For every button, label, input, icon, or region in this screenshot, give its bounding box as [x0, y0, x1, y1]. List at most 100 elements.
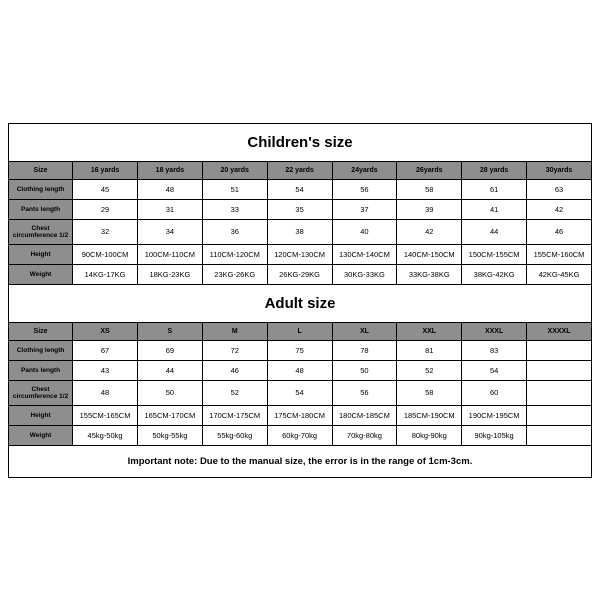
table-row: Chest circumference 1/2 32 34 36 38 40 4…: [9, 219, 592, 244]
row-label: Chest circumference 1/2: [9, 380, 73, 405]
cell: 61: [462, 179, 527, 199]
cell: 120CM-130CM: [267, 244, 332, 264]
cell: 110CM-120CM: [202, 244, 267, 264]
cell: 180CM-185CM: [332, 405, 397, 425]
row-label: Height: [9, 244, 73, 264]
cell: [527, 360, 592, 380]
row-label: Clothing length: [9, 340, 73, 360]
cell: [527, 405, 592, 425]
table-row: Weight 45kg-50kg 50kg-55kg 55kg-60kg 60k…: [9, 425, 592, 445]
adult-header-label: Size: [9, 322, 73, 340]
cell: 60: [462, 380, 527, 405]
note-row: Important note: Due to the manual size, …: [9, 445, 592, 477]
children-size-table: Children's size Size 16 yards 18 yards 2…: [8, 123, 592, 478]
cell: 81: [397, 340, 462, 360]
cell: 45: [73, 179, 138, 199]
table-row: Chest circumference 1/2 48 50 52 54 56 5…: [9, 380, 592, 405]
cell: 32: [73, 219, 138, 244]
cell: 130CM-140CM: [332, 244, 397, 264]
row-label: Pants length: [9, 199, 73, 219]
cell: 90CM-100CM: [73, 244, 138, 264]
cell: 69: [137, 340, 202, 360]
cell: 50: [332, 360, 397, 380]
cell: 44: [462, 219, 527, 244]
adult-size-col: XXXL: [462, 322, 527, 340]
adult-size-col: S: [137, 322, 202, 340]
cell: 40: [332, 219, 397, 244]
cell: 75: [267, 340, 332, 360]
adult-size-col: XXL: [397, 322, 462, 340]
cell: 90kg-105kg: [462, 425, 527, 445]
cell: 45kg-50kg: [73, 425, 138, 445]
cell: 51: [202, 179, 267, 199]
children-title-row: Children's size: [9, 123, 592, 161]
adult-title: Adult size: [9, 284, 592, 322]
cell: 170CM-175CM: [202, 405, 267, 425]
adult-size-col: XS: [73, 322, 138, 340]
cell: 38KG-42KG: [462, 264, 527, 284]
cell: 42KG-45KG: [527, 264, 592, 284]
children-size-col: 30yards: [527, 161, 592, 179]
cell: 83: [462, 340, 527, 360]
row-label: Chest circumference 1/2: [9, 219, 73, 244]
cell: 56: [332, 380, 397, 405]
cell: 33: [202, 199, 267, 219]
cell: 54: [462, 360, 527, 380]
table-row: Pants length 29 31 33 35 37 39 41 42: [9, 199, 592, 219]
table-row: Pants length 43 44 46 48 50 52 54: [9, 360, 592, 380]
cell: 35: [267, 199, 332, 219]
cell: 14KG-17KG: [73, 264, 138, 284]
adult-title-row: Adult size: [9, 284, 592, 322]
children-header-row: Size 16 yards 18 yards 20 yards 22 yards…: [9, 161, 592, 179]
table-row: Clothing length 67 69 72 75 78 81 83: [9, 340, 592, 360]
cell: 165CM-170CM: [137, 405, 202, 425]
cell: 52: [202, 380, 267, 405]
cell: 58: [397, 380, 462, 405]
cell: 46: [202, 360, 267, 380]
cell: 78: [332, 340, 397, 360]
row-label: Clothing length: [9, 179, 73, 199]
cell: 55kg-60kg: [202, 425, 267, 445]
cell: 72: [202, 340, 267, 360]
cell: 37: [332, 199, 397, 219]
cell: 54: [267, 179, 332, 199]
cell: [527, 425, 592, 445]
cell: 80kg-90kg: [397, 425, 462, 445]
row-label: Weight: [9, 425, 73, 445]
cell: 150CM-155CM: [462, 244, 527, 264]
children-header-label: Size: [9, 161, 73, 179]
cell: 155CM-165CM: [73, 405, 138, 425]
cell: 100CM-110CM: [137, 244, 202, 264]
adult-size-col: XL: [332, 322, 397, 340]
children-size-col: 22 yards: [267, 161, 332, 179]
cell: [527, 380, 592, 405]
cell: 41: [462, 199, 527, 219]
children-size-col: 16 yards: [73, 161, 138, 179]
cell: 48: [267, 360, 332, 380]
table-row: Weight 14KG-17KG 18KG-23KG 23KG-26KG 26K…: [9, 264, 592, 284]
cell: 50: [137, 380, 202, 405]
cell: 48: [137, 179, 202, 199]
cell: 155CM-160CM: [527, 244, 592, 264]
cell: 30KG-33KG: [332, 264, 397, 284]
cell: 23KG-26KG: [202, 264, 267, 284]
cell: 58: [397, 179, 462, 199]
cell: 48: [73, 380, 138, 405]
cell: 175CM-180CM: [267, 405, 332, 425]
size-chart-wrapper: Children's size Size 16 yards 18 yards 2…: [0, 0, 600, 600]
row-label: Weight: [9, 264, 73, 284]
cell: 46: [527, 219, 592, 244]
cell: 29: [73, 199, 138, 219]
children-size-col: 20 yards: [202, 161, 267, 179]
children-title: Children's size: [9, 123, 592, 161]
children-size-col: 26yards: [397, 161, 462, 179]
children-size-col: 28 yards: [462, 161, 527, 179]
cell: 42: [397, 219, 462, 244]
row-label: Pants length: [9, 360, 73, 380]
children-size-col: 24yards: [332, 161, 397, 179]
row-label: Height: [9, 405, 73, 425]
adult-header-row: Size XS S M L XL XXL XXXL XXXXL: [9, 322, 592, 340]
cell: 44: [137, 360, 202, 380]
cell: 52: [397, 360, 462, 380]
cell: 42: [527, 199, 592, 219]
